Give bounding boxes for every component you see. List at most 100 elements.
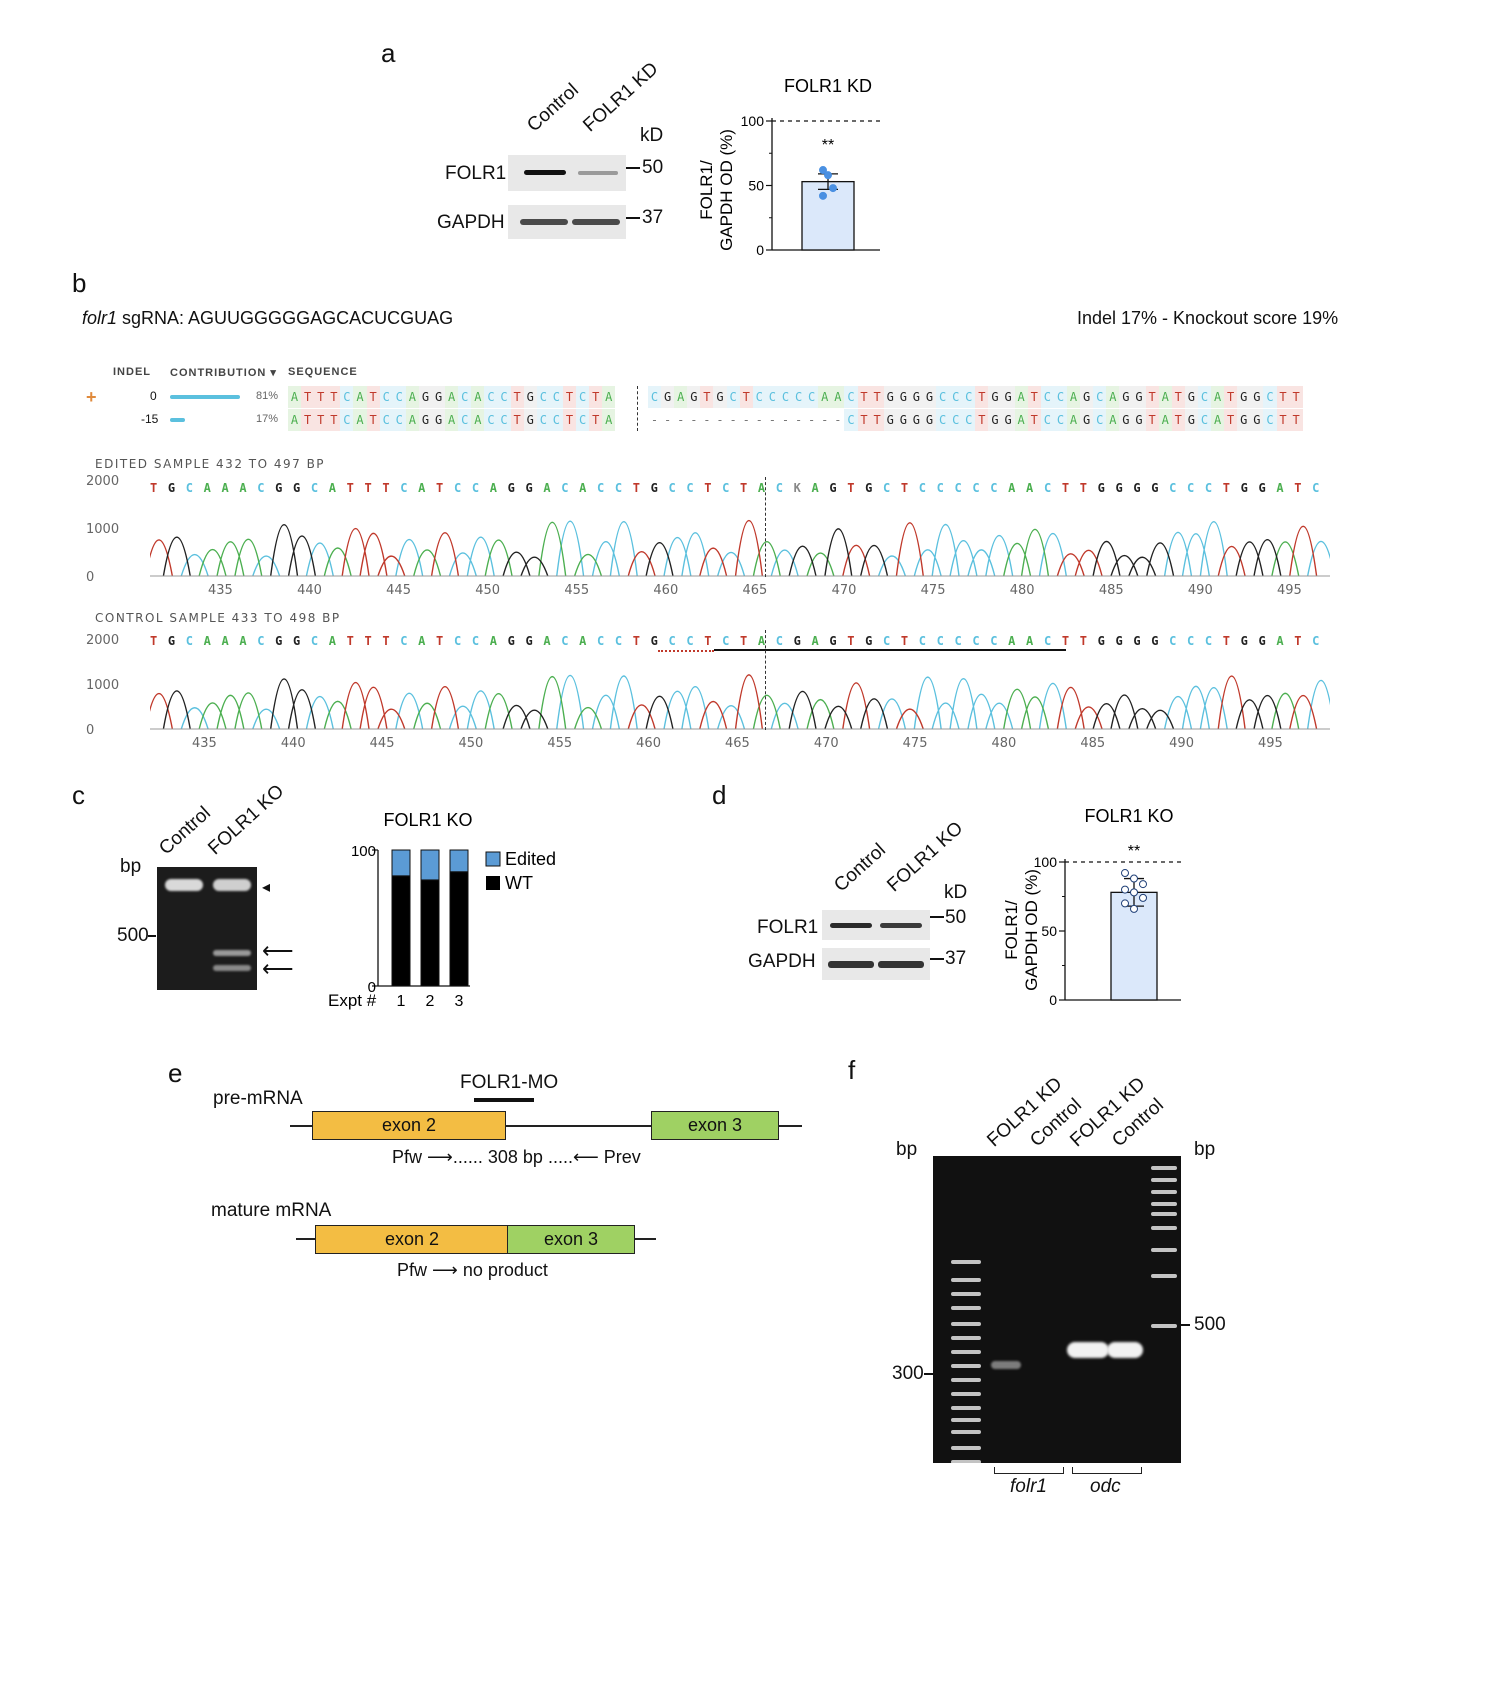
basecall: A: [239, 634, 247, 648]
row1-right-base: G: [922, 409, 937, 431]
x-tick-label: 465: [742, 583, 768, 598]
pfw-label-mature: Pfw: [397, 1260, 428, 1280]
row0-left-base: C: [458, 386, 472, 408]
basecall: T: [1294, 634, 1302, 648]
row0-left-base: C: [576, 386, 590, 408]
y-tick-label: 100: [741, 113, 765, 129]
trace-C: [180, 520, 1330, 577]
basecall: G: [1115, 634, 1123, 648]
arrow-left-icon: .....⟵: [547, 1147, 599, 1167]
row1-right-base: A: [1014, 409, 1028, 431]
row1-right-base: -: [834, 413, 842, 427]
basecall: G: [1258, 481, 1266, 495]
x-tick-label: 460: [636, 736, 661, 751]
row1-right-base: G: [896, 409, 910, 431]
row1-right-base: -: [650, 413, 659, 427]
basecall: A: [221, 481, 229, 495]
basecall: A: [418, 634, 426, 648]
row1-right-base: C: [1040, 409, 1054, 431]
x-tick-label: 490: [1187, 583, 1213, 598]
control-y-0: 0: [86, 723, 95, 738]
y-axis-label-line1-d: FOLR1/: [1002, 900, 1021, 960]
row0-right-base: C: [778, 386, 793, 408]
blot-row-folr1: FOLR1: [445, 163, 507, 184]
western-blot-gapdh: [508, 205, 626, 239]
marker-tick-37: [626, 217, 640, 219]
basecall: G: [793, 634, 801, 648]
sgrna-gene: folr1: [82, 308, 118, 328]
legend-label-wt: WT: [505, 873, 533, 893]
basecall: C: [883, 481, 891, 495]
contribution-pct-0: 81%: [256, 390, 279, 402]
basecall: C: [561, 634, 569, 648]
x-tick-label: 455: [547, 736, 573, 751]
basecall: T: [364, 634, 372, 648]
row0-right-base: C: [1053, 386, 1067, 408]
marker-label-37-d: 37: [945, 948, 967, 969]
row0-right-base: T: [1276, 386, 1290, 408]
x-tick-label: 495: [1277, 583, 1302, 598]
bar-chart-folr1-ko: FOLR1 KO FOLR1/ GAPDH OD (%) ** 0 50 100: [1002, 806, 1181, 1008]
basecall: C: [918, 481, 927, 495]
row1-right-base: C: [962, 409, 976, 431]
row0-right-base: T: [1224, 386, 1238, 408]
row0-left-base: A: [288, 386, 302, 408]
basecall: C: [1312, 634, 1320, 648]
sgrna-target-underline: [714, 649, 1066, 651]
row1-left-base: T: [314, 409, 328, 431]
marker-tick-50-d: [930, 916, 944, 918]
basecall: T: [1061, 481, 1070, 495]
basecall: C: [257, 481, 265, 495]
premrna-exon3: exon 3: [651, 1111, 779, 1140]
row1-right-base: -: [716, 413, 724, 427]
col-header-contribution[interactable]: CONTRIBUTION ▾: [170, 366, 277, 379]
marker-label-50: 50: [642, 157, 664, 178]
row1-left-base: A: [471, 409, 485, 431]
x-tick-label: 450: [458, 736, 484, 751]
data-point: [1121, 885, 1129, 894]
row1-right-base: -: [703, 413, 711, 427]
lane-label-control-d: Control: [830, 839, 890, 897]
row0-left-base: C: [536, 386, 550, 408]
basecall: A: [1026, 481, 1034, 495]
basecall: G: [167, 481, 176, 495]
basecall: C: [453, 634, 462, 648]
x-tick-label: 495: [1258, 736, 1283, 751]
ladder-band: [1151, 1190, 1177, 1194]
premrna-intron-line: [290, 1125, 802, 1127]
no-product-label: no product: [462, 1260, 548, 1280]
contribution-bar-0: [170, 395, 240, 399]
x-tick-label: 440: [297, 583, 322, 598]
row0-right-base: C: [752, 386, 766, 408]
row1-right-base: C: [936, 409, 950, 431]
row0-right-base: A: [1067, 386, 1081, 408]
basecall: T: [900, 481, 909, 495]
basecall: C: [614, 634, 623, 648]
ladder-band: [951, 1524, 981, 1528]
trace-C: [180, 675, 1330, 730]
basecall: C: [471, 634, 480, 648]
product-size: 308 bp: [487, 1147, 543, 1167]
x-tick-label: 480: [1009, 583, 1035, 598]
row1-left-base: A: [353, 409, 367, 431]
row0-right-base: G: [922, 386, 937, 408]
y-axis-label-line2: GAPDH OD (%): [717, 129, 736, 251]
row0-left-base: G: [523, 386, 537, 408]
bar-segment-wt: [391, 875, 411, 987]
basecall: G: [1151, 634, 1159, 648]
row0-right-base: G: [883, 386, 897, 408]
data-point: [829, 184, 837, 193]
control-chromatogram: [150, 674, 1330, 730]
arrow-left-icon-2: ⟵: [262, 956, 294, 981]
basecall: C: [722, 481, 730, 495]
basecall: G: [1115, 481, 1123, 495]
row0-right-base: G: [713, 386, 727, 408]
row1-right-base: G: [883, 409, 897, 431]
ladder-band: [951, 1392, 981, 1396]
kd-unit-label-d: kD: [944, 882, 968, 903]
row1-left-base: T: [366, 409, 380, 431]
data-point: [1121, 899, 1129, 908]
trace-A: [198, 676, 1300, 730]
